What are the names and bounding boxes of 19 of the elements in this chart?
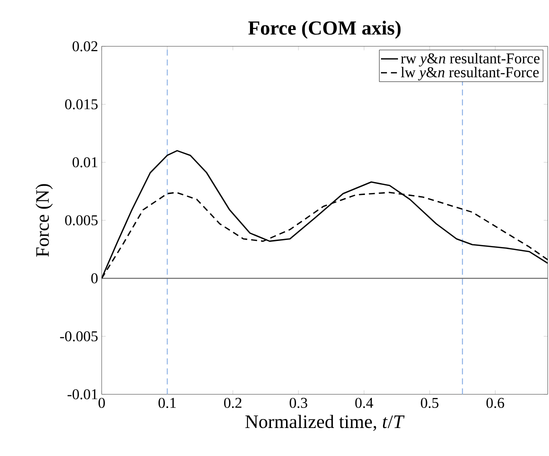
y-tick-label: 0 — [91, 273, 98, 284]
y-axis-title: Force (N) — [36, 184, 53, 257]
x-tick-label: 0 — [98, 398, 105, 408]
legend-label: rw y&n resultant-Force — [400, 52, 540, 67]
x-tick-label: 0.5 — [420, 398, 438, 408]
y-tick-label: 0.015 — [65, 99, 98, 110]
x-axis-title: Normalized time, t/T — [245, 414, 405, 431]
x-tick-label: 0.3 — [290, 398, 308, 408]
y-tick-label: -0.01 — [68, 389, 98, 400]
y-tick-label: 0.02 — [72, 41, 98, 52]
x-tick-label: 0.6 — [486, 398, 504, 408]
x-tick-label: 0.1 — [158, 398, 176, 408]
y-tick-label: 0.005 — [65, 215, 98, 226]
chart-title: Force (COM axis) — [248, 20, 401, 39]
y-tick-label: 0.01 — [72, 157, 98, 168]
x-tick-label: 0.2 — [224, 398, 242, 408]
x-tick-label: 0.4 — [355, 398, 374, 408]
legend-label: lw y&n resultant-Force — [400, 66, 539, 80]
y-tick-label: -0.005 — [60, 331, 98, 342]
